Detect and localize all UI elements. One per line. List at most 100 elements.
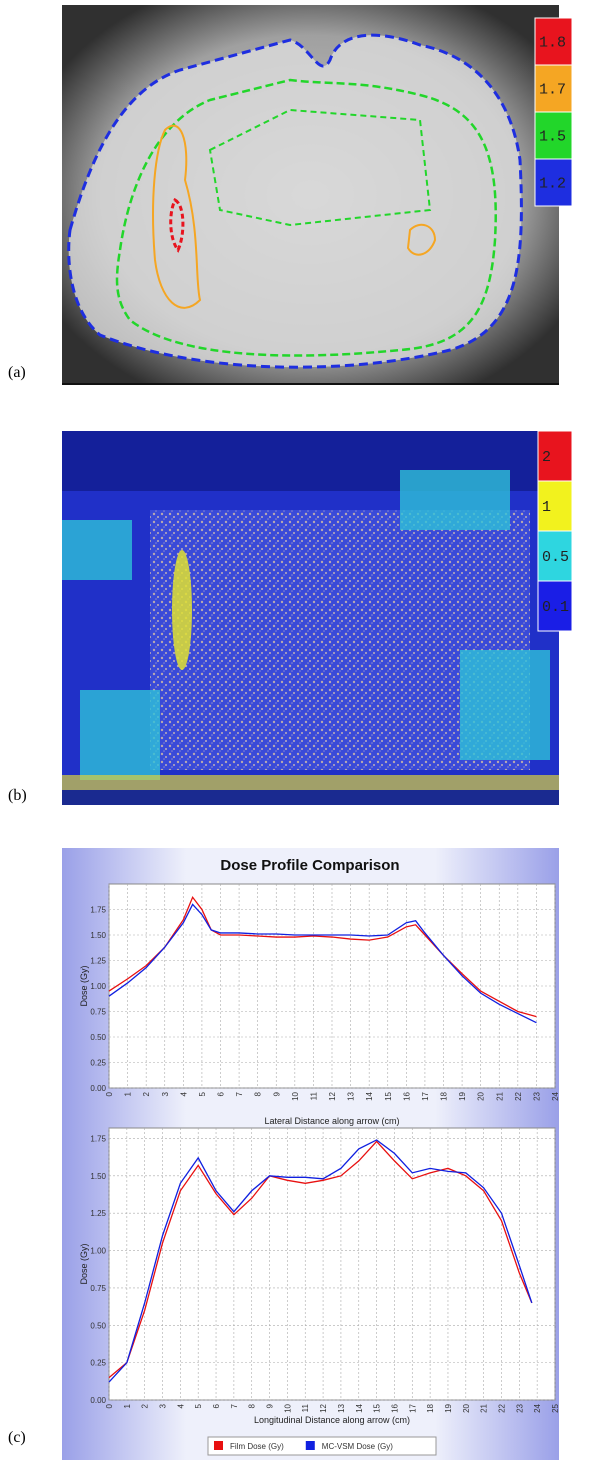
isodose-contour — [208, 108, 432, 227]
y-tick-label: 0.50 — [90, 1321, 106, 1330]
legend-swatch — [537, 580, 573, 632]
x-tick-label: 15 — [384, 1091, 393, 1100]
x-tick-label: 17 — [408, 1403, 417, 1412]
x-tick-label: 13 — [337, 1403, 346, 1412]
x-tick-label: 7 — [235, 1091, 244, 1096]
legend-swatch — [537, 530, 573, 582]
y-tick-label: 0.25 — [90, 1359, 106, 1368]
x-axis-label: Longitudinal Distance along arrow (cm) — [254, 1415, 410, 1425]
x-tick-label: 19 — [458, 1091, 467, 1100]
gamma-region — [460, 650, 550, 760]
isodose-contour — [169, 197, 185, 253]
legend-swatch — [534, 111, 573, 160]
legend-swatch — [534, 17, 573, 66]
data-line — [108, 903, 537, 1024]
y-tick-label: 1.75 — [90, 1134, 106, 1143]
gamma-region — [80, 690, 160, 780]
x-tick-label: 18 — [440, 1091, 449, 1100]
legend-label: 0.1 — [542, 599, 569, 616]
chart-title: Dose Profile Comparison — [220, 857, 399, 874]
legend-label: 1.5 — [539, 129, 566, 146]
isodose-contour — [152, 124, 202, 309]
isodose-contour — [115, 78, 497, 357]
x-tick-label: 6 — [217, 1091, 226, 1096]
panel-a: 1.8 1.7 1.5 1.2 — [62, 5, 573, 385]
x-tick-label: 14 — [365, 1091, 374, 1100]
y-axis-label: Dose (Gy) — [79, 965, 89, 1006]
legend-swatch — [537, 480, 573, 532]
y-tick-label: 1.50 — [90, 1172, 106, 1181]
y-axis-label: Dose (Gy) — [79, 1243, 89, 1284]
x-tick-label: 10 — [291, 1091, 300, 1100]
panel-label: (b) — [8, 787, 27, 804]
x-tick-label: 5 — [194, 1403, 203, 1408]
x-tick-label: 2 — [141, 1403, 150, 1408]
x-tick-label: 15 — [373, 1403, 382, 1412]
gamma-region — [62, 790, 559, 805]
y-tick-label: 1.25 — [90, 957, 106, 966]
x-tick-label: 13 — [347, 1091, 356, 1100]
x-tick-label: 18 — [426, 1403, 435, 1412]
panel-labels: (a) (b) (c) — [8, 364, 27, 1446]
x-tick-label: 2 — [142, 1091, 151, 1096]
x-axis-label: Lateral Distance along arrow (cm) — [264, 1116, 399, 1126]
x-tick-label: 0 — [105, 1403, 114, 1408]
legend-swatch — [534, 158, 573, 207]
legend-label: 0.5 — [542, 549, 569, 566]
x-tick-label: 21 — [480, 1403, 489, 1412]
panel-b: 2 1 0.5 0.1 — [62, 430, 573, 805]
x-tick-label: 9 — [272, 1091, 281, 1096]
x-tick-label: 16 — [402, 1091, 411, 1100]
data-line — [108, 895, 537, 1018]
gamma-region — [400, 470, 510, 530]
gamma-region — [62, 520, 132, 580]
x-tick-label: 3 — [159, 1403, 168, 1408]
y-tick-label: 0.00 — [90, 1396, 106, 1405]
x-tick-label: 23 — [515, 1403, 524, 1412]
x-tick-label: 11 — [309, 1091, 318, 1100]
x-tick-label: 23 — [532, 1091, 541, 1100]
x-tick-label: 20 — [462, 1403, 471, 1412]
y-tick-label: 0.75 — [90, 1008, 106, 1017]
x-tick-label: 6 — [212, 1403, 221, 1408]
x-tick-label: 24 — [533, 1403, 542, 1412]
x-tick-label: 16 — [390, 1403, 399, 1412]
plot-area — [108, 1127, 556, 1401]
legend-label: MC-VSM Dose (Gy) — [322, 1442, 393, 1451]
legend-label: Film Dose (Gy) — [230, 1442, 284, 1451]
x-tick-label: 24 — [551, 1091, 560, 1100]
y-tick-label: 0.50 — [90, 1033, 106, 1042]
y-tick-label: 1.25 — [90, 1209, 106, 1218]
x-tick-label: 19 — [444, 1403, 453, 1412]
x-tick-label: 21 — [495, 1091, 504, 1100]
legend-swatch — [534, 64, 573, 113]
x-tick-label: 1 — [124, 1091, 133, 1096]
legend-label: 2 — [542, 449, 551, 466]
y-tick-label: 1.75 — [90, 906, 106, 915]
y-tick-label: 0.75 — [90, 1284, 106, 1293]
legend: 2 1 0.5 0.1 — [537, 430, 573, 632]
x-tick-label: 22 — [514, 1091, 523, 1100]
x-tick-label: 9 — [266, 1403, 275, 1408]
x-tick-label: 4 — [179, 1091, 188, 1096]
y-tick-label: 1.00 — [90, 982, 106, 991]
x-tick-label: 5 — [198, 1091, 207, 1096]
x-tick-label: 8 — [254, 1091, 263, 1096]
y-tick-label: 0.00 — [90, 1084, 106, 1093]
data-line — [108, 1140, 533, 1379]
panel-label: (a) — [8, 364, 26, 381]
y-tick-label: 1.50 — [90, 931, 106, 940]
y-tick-label: 0.25 — [90, 1059, 106, 1068]
y-tick-label: 1.00 — [90, 1247, 106, 1256]
x-tick-label: 0 — [105, 1091, 114, 1096]
legend-label: 1.2 — [539, 176, 566, 193]
x-tick-label: 10 — [283, 1403, 292, 1412]
legend-swatch — [214, 1441, 223, 1450]
x-tick-label: 25 — [551, 1403, 560, 1412]
isodose-contour — [406, 223, 437, 256]
x-tick-label: 22 — [497, 1403, 506, 1412]
x-tick-label: 7 — [230, 1403, 239, 1408]
x-tick-label: 4 — [176, 1403, 185, 1408]
gamma-region — [172, 550, 192, 670]
